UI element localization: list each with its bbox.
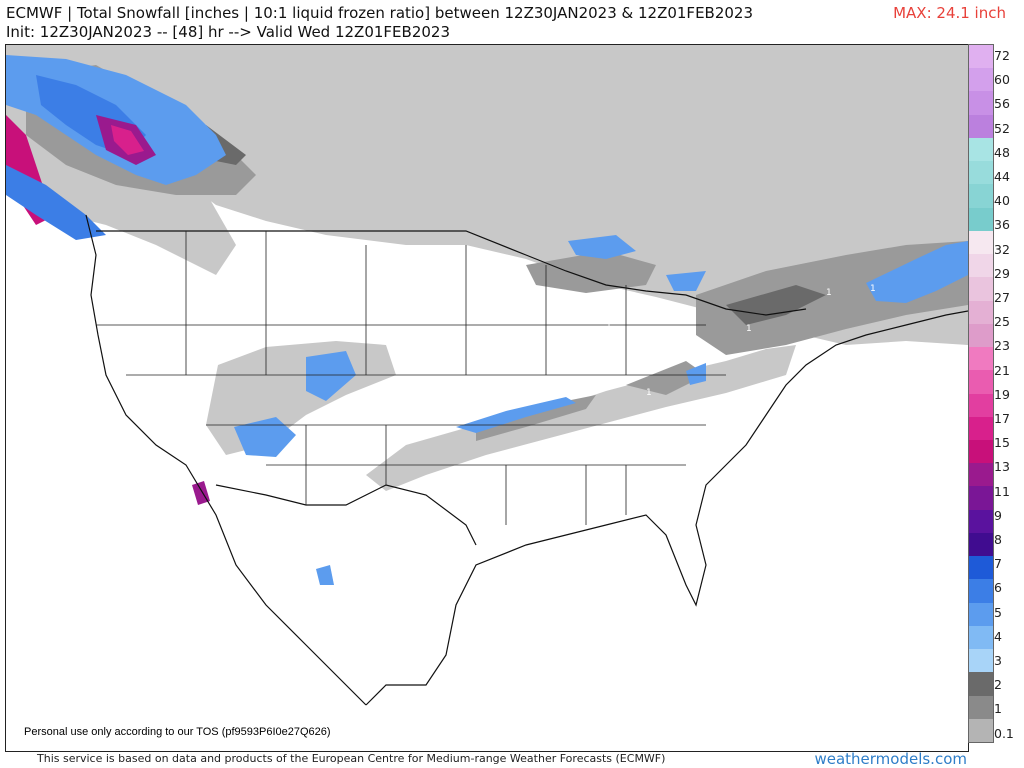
legend-color-cell (969, 695, 993, 720)
legend-tick-label: 72 (994, 48, 1010, 63)
legend-color-cell (969, 45, 993, 69)
legend-tick-label: 11 (994, 483, 1010, 499)
legend-tick-label: 13 (994, 459, 1010, 475)
legend-tick-labels: 72 60 56 52 48 44 40 36 32 29 27 25 23 21 19 17 15 13 11 9 8… (994, 44, 1024, 741)
legend-tick-label: 23 (994, 338, 1010, 354)
legend-color-cell (969, 439, 993, 464)
snowfall-color-legend (968, 44, 994, 743)
legend-tick-label: 27 (994, 290, 1010, 305)
legend-color-cell (969, 486, 993, 511)
map-canvas: 1 1 2 1 1 1 (6, 45, 968, 706)
legend-tick-label: 40 (994, 193, 1010, 209)
legend-color-cell (969, 416, 993, 441)
legend-color-cell (969, 393, 993, 418)
legend-tick-label: 6 (994, 580, 1002, 596)
legend-tick-label: 15 (994, 435, 1010, 451)
contour-label-1: 1 (746, 324, 752, 334)
contour-label-1: 1 (826, 288, 832, 298)
legend-tick-label: 29 (994, 265, 1010, 281)
legend-tick-label: 0.1 (994, 725, 1014, 741)
legend-color-cell (969, 230, 993, 255)
legend-color-cell (969, 347, 993, 371)
legend-color-cell (969, 323, 993, 348)
legend-tick-label: 3 (994, 653, 1002, 669)
snowfall-map[interactable]: 1 1 2 1 1 1 (5, 44, 969, 752)
legend-tick-label: 25 (994, 314, 1010, 330)
legend-color-cell (969, 672, 993, 697)
ecmwf-attribution: This service is based on data and produc… (37, 752, 666, 765)
brand-link[interactable]: weathermodels.com (814, 750, 967, 768)
contour-label-1: 1 (646, 388, 652, 398)
legend-tick-label: 48 (994, 144, 1010, 160)
legend-tick-label: 7 (994, 556, 1002, 572)
legend-tick-label: 4 (994, 628, 1002, 644)
tos-notice: Personal use only according to our TOS (… (24, 726, 331, 738)
contour-label-1: 1 (870, 284, 876, 294)
legend-color-cell (969, 300, 993, 325)
legend-color-cell (969, 91, 993, 116)
legend-color-cell (969, 463, 993, 487)
legend-tick-label: 17 (994, 411, 1010, 427)
max-snowfall-label: MAX: 24.1 inch (893, 4, 1006, 22)
map-init-valid-time: Init: 12Z30JAN2023 -- [48] hr --> Valid … (6, 23, 450, 41)
legend-tick-label: 9 (994, 507, 1002, 523)
legend-color-cell (969, 556, 993, 580)
legend-color-cell (969, 114, 993, 139)
legend-tick-label: 52 (994, 120, 1010, 136)
legend-color-cell (969, 184, 993, 209)
legend-tick-label: 2 (994, 677, 1002, 693)
legend-color-cell (969, 718, 993, 743)
legend-tick-label: 5 (994, 604, 1002, 620)
legend-tick-label: 44 (994, 169, 1010, 184)
legend-color-cell (969, 254, 993, 278)
legend-color-cell (969, 207, 993, 232)
legend-color-cell (969, 532, 993, 557)
contour-label-1: 1 (606, 320, 612, 330)
legend-tick-label: 60 (994, 72, 1010, 88)
legend-color-cell (969, 602, 993, 627)
map-value-labels: 1 1 2 1 1 1 (606, 284, 876, 398)
snowfall-heavy-areas (6, 55, 968, 585)
state-lines (96, 231, 726, 525)
legend-tick-label: 36 (994, 217, 1010, 233)
legend-color-cell (969, 277, 993, 302)
legend-color-cell (969, 649, 993, 673)
legend-color-cell (969, 161, 993, 185)
legend-tick-label: 32 (994, 241, 1010, 257)
legend-tick-label: 19 (994, 386, 1010, 402)
legend-color-cell (969, 370, 993, 394)
contour-label-2: 2 (706, 344, 712, 354)
legend-color-cell (969, 509, 993, 534)
legend-tick-label: 8 (994, 532, 1002, 548)
legend-tick-label: 56 (994, 96, 1010, 112)
legend-color-cell (969, 579, 993, 604)
map-title: ECMWF | Total Snowfall [inches | 10:1 li… (6, 4, 754, 22)
legend-color-cell (969, 625, 993, 650)
legend-color-cell (969, 137, 993, 162)
legend-tick-label: 1 (994, 701, 1002, 717)
legend-tick-label: 21 (994, 362, 1010, 378)
legend-color-cell (969, 68, 993, 92)
